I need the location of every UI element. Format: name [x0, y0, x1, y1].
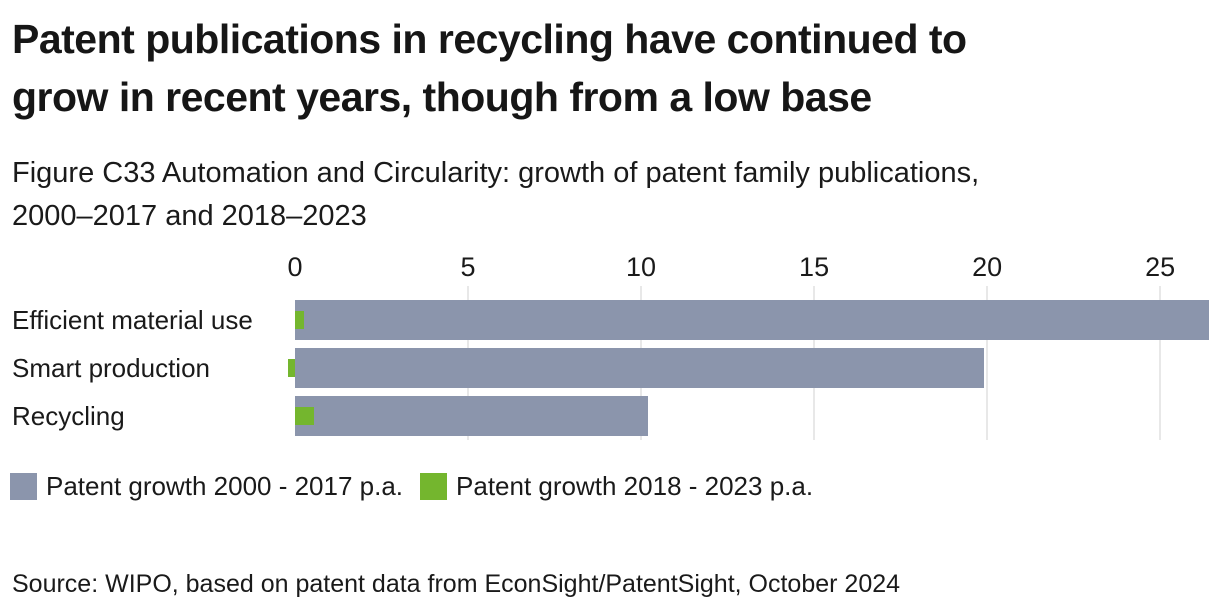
figure-title: Patent publications in recycling have co… — [12, 16, 967, 120]
bar-row — [288, 348, 1220, 388]
bar-patent-growth-2018-2023 — [295, 407, 315, 425]
category-label: Recycling — [12, 401, 125, 431]
plot-area — [288, 286, 1220, 440]
legend-swatch-2018-2023 — [420, 473, 448, 500]
source-text: Source: WIPO, based on patent data from … — [12, 570, 901, 598]
x-axis-tick-label: 15 — [799, 252, 830, 282]
x-axis-tick-label: 20 — [972, 252, 1003, 282]
legend: Patent growth 2000 - 2017 p.a. Patent gro… — [10, 471, 813, 502]
bar-patent-growth-2000-2017 — [295, 348, 984, 388]
x-axis-tick-label: 5 — [460, 252, 476, 282]
legend-swatch-2000-2017 — [10, 473, 37, 500]
bar-row — [295, 396, 1220, 436]
bar-patent-growth-2018-2023 — [295, 311, 304, 329]
category-label: Smart production — [12, 353, 210, 383]
gridline — [1159, 286, 1162, 440]
bar-patent-growth-2000-2017 — [295, 300, 1209, 340]
gridline — [986, 286, 989, 440]
figure-subtitle: Figure C33 Automation and Circularity: g… — [12, 157, 980, 232]
legend-label: Patent growth 2018 - 2023 p.a. — [456, 471, 814, 501]
x-axis: 0 5 10 15 20 25 — [287, 252, 1220, 288]
bar-chart: Efficient material use Smart production Re… — [0, 250, 1220, 445]
legend-item: Patent growth 2000 - 2017 p.a. — [10, 471, 403, 502]
category-label: Efficient material use — [12, 305, 253, 335]
legend-label: Patent growth 2000 - 2017 p.a. — [46, 471, 404, 501]
bar-patent-growth-2000-2017 — [295, 396, 648, 436]
legend-item: Patent growth 2018 - 2023 p.a. — [420, 471, 813, 502]
x-axis-tick-label: 0 — [287, 252, 303, 282]
x-axis-tick-label: 10 — [626, 252, 657, 282]
bar-patent-growth-2018-2023 — [288, 359, 295, 377]
bar-row — [295, 300, 1220, 340]
category-labels: Efficient material use Smart production Re… — [12, 250, 292, 445]
x-axis-tick-label: 25 — [1145, 252, 1176, 282]
